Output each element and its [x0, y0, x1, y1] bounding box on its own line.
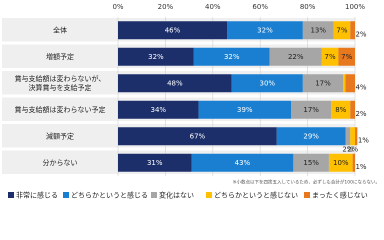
bar-segment [355, 127, 358, 146]
value-label: 7% [325, 53, 336, 61]
bar-segment [193, 47, 270, 66]
value-label: 39% [237, 106, 253, 114]
category-label: 分からない [43, 158, 78, 167]
value-label: 34% [151, 106, 167, 114]
bar-segment [350, 127, 355, 146]
category-label: 賞与支給額は変わらないが、 [15, 74, 106, 83]
bar-segment [333, 21, 351, 40]
value-label: 7% [341, 53, 352, 61]
bar-segment [338, 47, 355, 66]
legend-label: まったく感じない [312, 191, 368, 200]
value-label: 43% [235, 159, 251, 167]
value-label: 2% [355, 110, 366, 118]
bar-segment [293, 153, 329, 172]
legend-label: 変化はない [159, 191, 194, 200]
value-label: 2% [347, 145, 358, 153]
bar-segment [118, 127, 277, 146]
value-label: 30% [260, 79, 276, 87]
bar-segment [328, 153, 353, 172]
legend-label: 非常に感じる [16, 191, 58, 200]
chart: 0% 20% 40% 60% 80% 100% 全体 46% 32% 13% 7% 2% 増額予定 32%… [2, 3, 380, 200]
value-label: 17% [315, 79, 331, 87]
value-label: 13% [310, 26, 326, 34]
legend-swatch [304, 192, 310, 198]
bar-segment [321, 47, 339, 66]
bar-segment [231, 74, 303, 93]
value-label: 32% [224, 53, 240, 61]
value-label: 29% [303, 132, 319, 140]
value-label: 7% [336, 26, 347, 34]
bar-segment [350, 21, 355, 40]
bar-segment [291, 100, 332, 119]
x-tick-label: 40% [205, 3, 221, 11]
bar-segment [276, 127, 346, 146]
value-label: 2% [355, 30, 366, 38]
bar-segment [302, 74, 344, 93]
value-label: 15% [303, 159, 319, 167]
bar-segment [345, 74, 355, 93]
legend-label: どちらかというと感じる [71, 191, 148, 200]
bar-segment [118, 74, 232, 93]
x-tick-label: 100% [345, 3, 365, 11]
category-label: 決算賞与を支給予定 [29, 83, 92, 92]
legend-swatch [206, 192, 212, 198]
category-label: 増額予定 [46, 52, 74, 61]
value-label: 32% [257, 26, 273, 34]
value-label: 1% [355, 163, 366, 171]
bar-segment [118, 100, 199, 119]
value-label: 22% [288, 53, 304, 61]
bar-segment [118, 47, 194, 66]
value-label: 8% [335, 106, 346, 114]
x-tick-label: 0% [112, 3, 123, 11]
value-label: 10% [333, 159, 349, 167]
legend-label: どちらかというと感じない [214, 191, 298, 200]
value-label: 32% [148, 53, 164, 61]
x-tick-label: 20% [158, 3, 174, 11]
value-label: 17% [303, 106, 319, 114]
legend-swatch [63, 192, 69, 198]
bar-segment [198, 100, 292, 119]
bar-segment [191, 153, 294, 172]
bar-segment [350, 100, 355, 119]
value-label: 67% [190, 132, 206, 140]
category-label: 賞与支給額は変わらない予定 [15, 105, 106, 114]
value-label: 31% [147, 159, 163, 167]
value-label: 4% [355, 83, 366, 91]
x-tick-label: 60% [252, 3, 268, 11]
bar-segment [343, 74, 346, 93]
bar-segment [331, 100, 351, 119]
value-label: 1% [358, 136, 369, 144]
bar-segment [118, 21, 228, 40]
legend-swatch [151, 192, 157, 198]
value-label: 48% [167, 79, 183, 87]
value-label: 46% [165, 26, 181, 34]
legend-swatch [8, 192, 14, 198]
bar-segment [302, 21, 334, 40]
category-label: 全体 [53, 25, 67, 34]
bar-segment [227, 21, 303, 40]
bar-segment [269, 47, 322, 66]
x-tick-label: 80% [300, 3, 316, 11]
footnote: ※小数点以下を四捨五入しているため、必ずしも合計が100にならない。 [233, 179, 380, 186]
bar-segment [345, 127, 351, 146]
category-label: 減額予定 [46, 131, 74, 140]
bar-segment [118, 153, 192, 172]
bar-segment [352, 153, 355, 172]
value-label: 2% [342, 145, 353, 153]
